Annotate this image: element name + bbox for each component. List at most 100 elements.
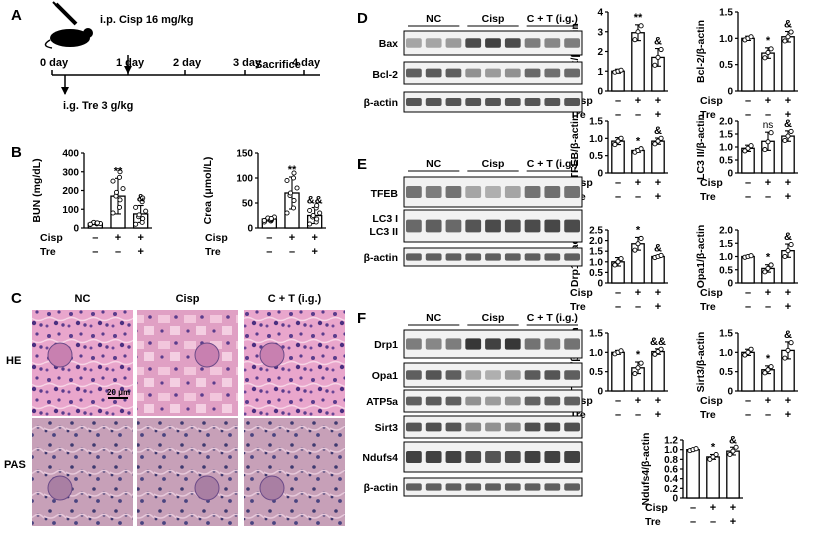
chart-sirt3: 0 0.5 1.0 1.5 Sirt3/β-actin * & Cisp Tre – + + – – + — [695, 329, 798, 421]
row-label-tre: Tre — [645, 516, 661, 528]
blot-band — [425, 253, 442, 261]
blot-band — [564, 370, 580, 380]
bar — [706, 456, 720, 499]
data-point — [290, 205, 297, 211]
blot-band — [445, 186, 462, 198]
y-tick-label: 1.0 — [589, 134, 603, 145]
blot-band — [445, 98, 462, 106]
tre-sign: – — [635, 301, 641, 313]
blot-drp1: Drp1 — [374, 329, 583, 359]
significance-label: & — [654, 125, 662, 137]
y-axis-label: BUN (mg/dL) — [31, 158, 43, 222]
y-axis-label: TFEB/β-actin — [569, 115, 581, 180]
data-point — [632, 371, 638, 377]
y-tick-label: 0 — [247, 224, 253, 235]
blot-band — [544, 370, 561, 380]
significance-label: * — [766, 353, 771, 365]
tre-sign: + — [311, 246, 317, 258]
data-point — [762, 55, 768, 61]
row-label-cisp: Cisp — [700, 395, 723, 407]
y-tick-label: 1.5 — [719, 130, 733, 141]
blot-band — [465, 38, 482, 48]
blot-band — [504, 338, 521, 350]
tre-sign: – — [765, 109, 771, 121]
data-point — [638, 23, 644, 29]
cisp-sign: – — [266, 232, 272, 244]
blot-actin-d: β-actin — [364, 91, 583, 113]
cisp-sign: + — [115, 232, 121, 244]
blot-band — [564, 451, 580, 463]
y-tick-label: 2.0 — [589, 236, 603, 247]
y-tick-label: 1.0 — [589, 257, 603, 268]
blot-band — [485, 396, 501, 406]
blot-band — [465, 98, 482, 106]
data-point — [635, 365, 641, 371]
data-point — [110, 210, 116, 216]
cisp-sign: + — [785, 287, 791, 299]
tre-sign: + — [655, 109, 661, 121]
cisp-dose-text: i.p. Cisp 16 mg/kg — [100, 14, 194, 26]
blot-band — [425, 38, 442, 48]
data-point — [268, 215, 274, 222]
y-tick-label: 1.0 — [589, 348, 603, 359]
y-tick-label: 0 — [73, 224, 79, 235]
tre-sign: – — [690, 516, 696, 528]
data-point — [261, 217, 267, 224]
cisp-sign: + — [765, 95, 771, 107]
panel-label-b: B — [11, 144, 22, 161]
blot-label: Opa1 — [372, 370, 398, 382]
blot-band — [504, 422, 521, 432]
y-tick-label: 200 — [62, 186, 79, 197]
blot-band — [465, 186, 482, 198]
data-point — [658, 252, 664, 258]
y-axis-label: Ndufs4/β-actin — [640, 433, 652, 506]
blot-band — [425, 98, 442, 106]
data-point — [291, 170, 297, 176]
tre-sign: – — [615, 109, 621, 121]
tre-sign: + — [785, 409, 791, 421]
glomerulus — [259, 342, 285, 368]
y-tick-label: 0.5 — [589, 367, 603, 378]
data-point — [307, 221, 313, 227]
data-point — [117, 169, 123, 175]
cisp-sign: – — [615, 177, 621, 189]
blot-band — [524, 253, 541, 261]
data-point — [768, 46, 774, 52]
data-point — [693, 446, 699, 452]
tre-dose-text: i.g. Tre 3 g/kg — [63, 100, 133, 112]
cisp-sign: – — [745, 395, 751, 407]
blot-band — [524, 396, 541, 406]
data-point — [655, 138, 661, 144]
cisp-sign: + — [730, 502, 736, 514]
row-label-tre: Tre — [700, 109, 716, 121]
blot-label: β-actin — [364, 97, 398, 109]
y-tick-label: 1.0 — [719, 143, 733, 154]
blot-band — [524, 98, 541, 106]
lane-header: NC — [426, 312, 442, 324]
data-point — [652, 351, 658, 357]
blot-band — [465, 68, 482, 78]
data-point — [748, 253, 754, 259]
panel-label-e: E — [357, 156, 367, 173]
data-point — [618, 256, 624, 262]
blot-band — [504, 370, 521, 380]
blot-band — [564, 68, 580, 78]
blot-band — [485, 219, 501, 233]
y-tick-label: 1.2 — [664, 436, 678, 447]
blot-band — [564, 483, 580, 491]
y-tick-label: 0 — [597, 87, 603, 98]
blot-band — [465, 396, 482, 406]
data-point — [284, 177, 290, 184]
blot-band — [524, 370, 541, 380]
mouse-head-icon — [83, 28, 93, 38]
data-point — [94, 220, 100, 226]
tre-sign: – — [745, 191, 751, 203]
y-tick-label: 100 — [62, 205, 79, 216]
y-tick-label: 4 — [597, 8, 603, 19]
data-point — [143, 208, 149, 214]
blot-band — [445, 451, 462, 463]
blot-label: Sirt3 — [375, 422, 399, 434]
significance-label: & — [729, 434, 737, 446]
y-axis-label: Crea (μmol/L) — [202, 157, 214, 225]
blot-sirt3: Sirt3 — [375, 415, 583, 439]
